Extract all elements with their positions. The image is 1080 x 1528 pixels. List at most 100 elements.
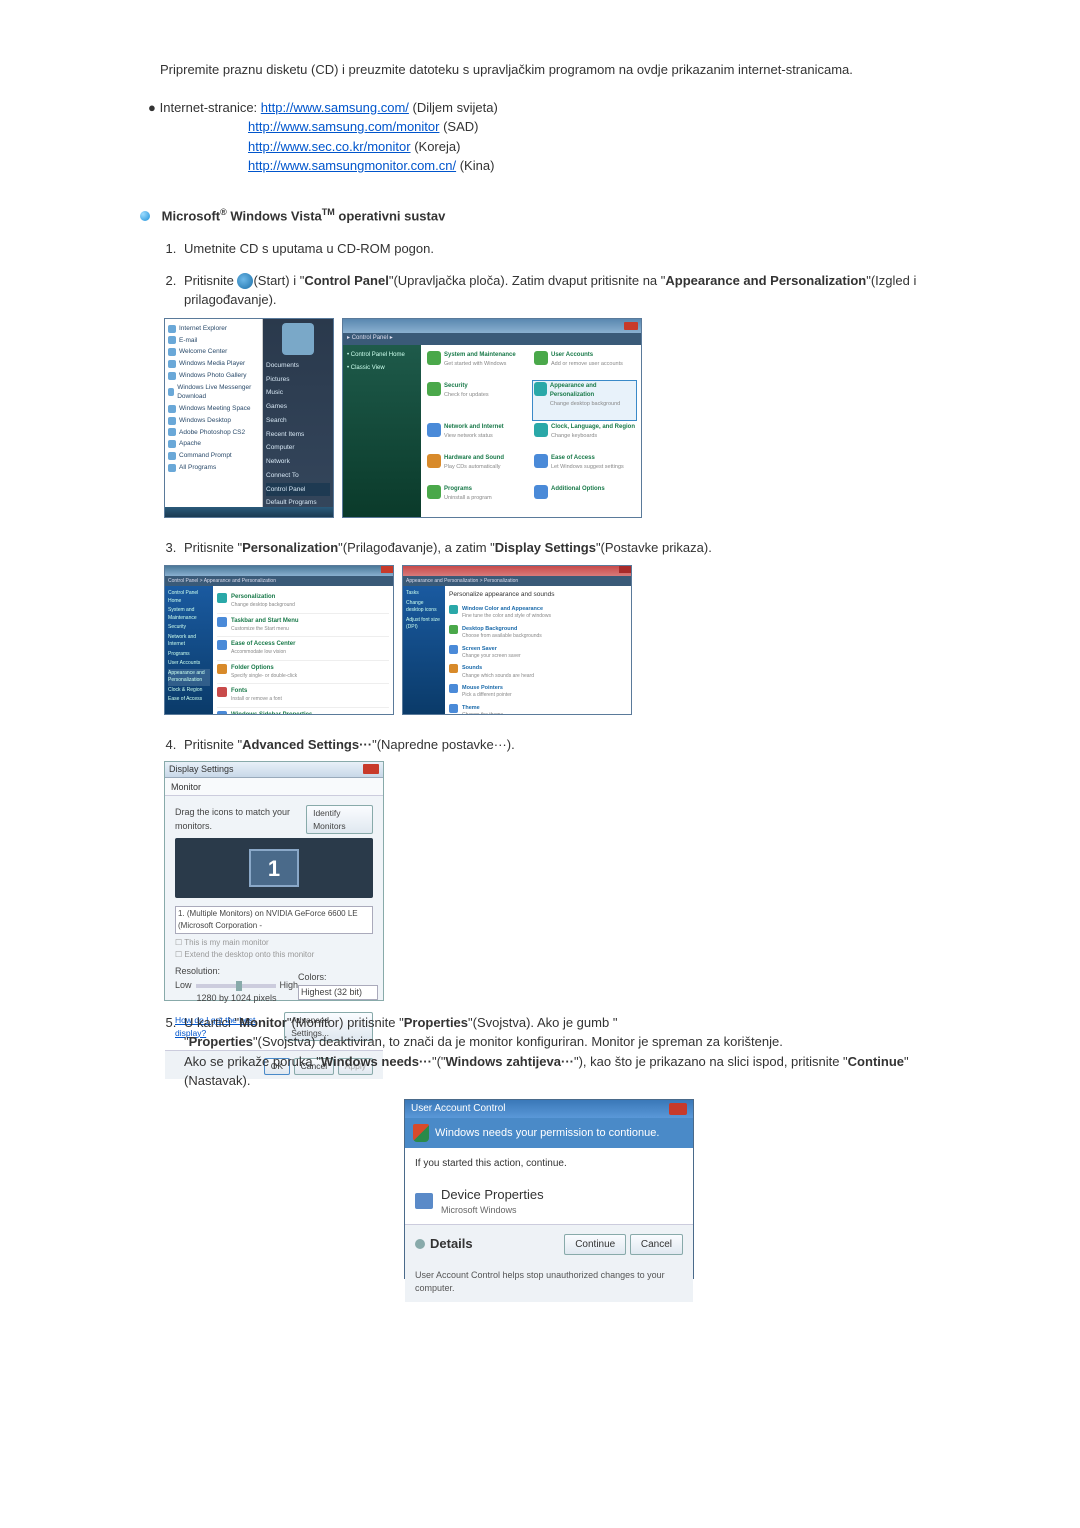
step-2-bold1: Control Panel — [304, 273, 389, 288]
personal1-item[interactable]: Windows Sidebar PropertiesAdd gadgets to… — [217, 708, 389, 716]
personal2-item[interactable]: Mouse PointersPick a different pointer — [449, 682, 627, 702]
start-orb-icon — [237, 273, 253, 289]
personal2-item[interactable]: Screen SaverChange your screen saver — [449, 643, 627, 663]
app-icon — [168, 388, 174, 396]
s5-t5: Ako se prikaže poruka " — [184, 1054, 321, 1069]
item-icon — [217, 664, 227, 674]
personal1-item[interactable]: Folder OptionsSpecify single- or double-… — [217, 661, 389, 685]
link-4[interactable]: http://www.samsungmonitor.com.cn/ — [248, 158, 456, 173]
link-1-region: (Diljem svijeta) — [413, 100, 498, 115]
cp-category[interactable]: System and MaintenanceGet started with W… — [427, 351, 528, 378]
start-menu-right-item[interactable]: Recent Items — [266, 428, 330, 442]
personal2-item[interactable]: SoundsChange which sounds are heard — [449, 662, 627, 682]
cp-category[interactable]: Ease of AccessLet Windows suggest settin… — [534, 454, 635, 481]
step-3-t1: Pritisnite " — [184, 540, 242, 555]
cp-category[interactable]: SecurityCheck for updates — [427, 382, 528, 418]
start-menu-right-item[interactable]: Games — [266, 400, 330, 414]
chevron-down-icon[interactable] — [415, 1239, 425, 1249]
personal2-item[interactable]: Window Color and AppearanceFine tune the… — [449, 603, 627, 623]
cancel-button[interactable]: Cancel — [630, 1234, 683, 1255]
start-menu-right-item[interactable]: Connect To — [266, 469, 330, 483]
start-menu-item[interactable]: Welcome Center — [168, 346, 259, 358]
link-2[interactable]: http://www.samsung.com/monitor — [248, 119, 439, 134]
links-label: Internet-stranice: — [160, 100, 258, 115]
side-item[interactable]: Security — [168, 623, 210, 633]
start-menu-item[interactable]: Command Prompt — [168, 450, 259, 462]
start-menu-right-item[interactable]: Documents — [266, 359, 330, 373]
step-4: Pritisnite "Advanced Settings···"(Napred… — [180, 735, 960, 1001]
side-item[interactable]: Tasks — [406, 589, 442, 599]
colors-dropdown[interactable]: Highest (32 bit) — [298, 985, 378, 1001]
side-item[interactable]: Change desktop icons — [406, 599, 442, 616]
start-menu-right-item[interactable]: Control Panel — [266, 483, 330, 497]
continue-button[interactable]: Continue — [564, 1234, 626, 1255]
personal2-item[interactable]: ThemeChange the theme — [449, 702, 627, 716]
s5-b6: Continue — [848, 1054, 904, 1069]
resolution-slider[interactable] — [196, 984, 276, 988]
cp-side-item[interactable]: • Classic View — [347, 362, 417, 375]
start-menu-right-item[interactable]: Search — [266, 414, 330, 428]
side-item[interactable]: Ease of Access — [168, 695, 210, 705]
cp-category[interactable]: Network and InternetView network status — [427, 423, 528, 450]
side-item[interactable]: Clock & Region — [168, 686, 210, 696]
side-item[interactable]: User Accounts — [168, 659, 210, 669]
cp-category[interactable]: Appearance and PersonalizationChange des… — [533, 381, 636, 419]
start-menu-item[interactable]: Windows Desktop — [168, 415, 259, 427]
cp-side-item[interactable]: • Control Panel Home — [347, 349, 417, 362]
cp-category[interactable]: Clock, Language, and RegionChange keyboa… — [534, 423, 635, 450]
app-icon — [168, 452, 176, 460]
start-menu-right-item[interactable]: Music — [266, 386, 330, 400]
personal1-addr: Control Panel > Appearance and Personali… — [165, 576, 393, 586]
start-menu-right-item[interactable]: Computer — [266, 441, 330, 455]
s5-b1: Monitor — [239, 1015, 287, 1030]
category-icon — [427, 454, 441, 468]
cp-category[interactable]: Additional Options — [534, 485, 635, 512]
item-icon — [449, 605, 458, 614]
step-4-t2: "(Napredne postavke···). — [372, 737, 515, 752]
start-menu-item[interactable]: Windows Media Player — [168, 358, 259, 370]
cp-category[interactable]: Hardware and SoundPlay CDs automatically — [427, 454, 528, 481]
step-4-t1: Pritisnite " — [184, 737, 242, 752]
side-item[interactable]: Appearance and Personalization — [168, 669, 210, 686]
link-2-region: (SAD) — [443, 119, 478, 134]
screenshot-appearance-list: Control Panel > Appearance and Personali… — [164, 565, 394, 715]
side-item[interactable]: System and Maintenance — [168, 606, 210, 623]
shield-icon — [413, 1124, 429, 1142]
section-heading: Microsoft® Windows VistaTM operativni su… — [140, 206, 960, 226]
start-menu-item[interactable]: Adobe Photoshop CS2 — [168, 427, 259, 439]
start-menu-right-item[interactable]: Pictures — [266, 373, 330, 387]
start-menu-item[interactable]: Windows Photo Gallery — [168, 370, 259, 382]
personal1-item[interactable]: FontsInstall or remove a font — [217, 684, 389, 708]
start-menu-right-item[interactable]: Network — [266, 455, 330, 469]
identify-monitors-button[interactable]: Identify Monitors — [306, 805, 373, 835]
side-item[interactable]: Control Panel Home — [168, 589, 210, 606]
uac-details-toggle[interactable]: Details — [430, 1234, 473, 1254]
link-3[interactable]: http://www.sec.co.kr/monitor — [248, 139, 411, 154]
app-icon — [168, 336, 176, 344]
side-item[interactable]: Programs — [168, 650, 210, 660]
link-1[interactable]: http://www.samsung.com/ — [261, 100, 409, 115]
links-block: ● Internet-stranice: http://www.samsung.… — [130, 98, 960, 176]
start-menu-item[interactable]: All Programs — [168, 462, 259, 474]
start-menu-item[interactable]: Windows Live Messenger Download — [168, 382, 259, 404]
cp-category[interactable]: ProgramsUninstall a program — [427, 485, 528, 512]
cp-category[interactable]: User AccountsAdd or remove user accounts — [534, 351, 635, 378]
personal1-item[interactable]: PersonalizationChange desktop background — [217, 590, 389, 614]
s5-t7: "), kao što je prikazano na slici ispod,… — [574, 1054, 848, 1069]
side-item[interactable]: Adjust font size (DPI) — [406, 616, 442, 633]
personal1-item[interactable]: Taskbar and Start MenuCustomize the Star… — [217, 614, 389, 638]
side-item[interactable]: Network and Internet — [168, 633, 210, 650]
step-2-t2: (Start) i " — [253, 273, 304, 288]
personal1-item[interactable]: Ease of Access CenterAccommodate low vis… — [217, 637, 389, 661]
start-menu-item[interactable]: Internet Explorer — [168, 323, 259, 335]
display-monitor-dropdown[interactable]: 1. (Multiple Monitors) on NVIDIA GeForce… — [175, 906, 373, 934]
app-icon — [168, 464, 176, 472]
app-icon — [168, 428, 176, 436]
step-3-t2: "(Prilagođavanje), a zatim " — [338, 540, 495, 555]
start-menu-item[interactable]: E-mail — [168, 335, 259, 347]
start-menu-item[interactable]: Windows Meeting Space — [168, 403, 259, 415]
start-menu-item[interactable]: Apache — [168, 438, 259, 450]
personal2-item[interactable]: Desktop BackgroundChoose from available … — [449, 623, 627, 643]
item-icon — [217, 711, 227, 716]
close-icon — [669, 1103, 687, 1115]
